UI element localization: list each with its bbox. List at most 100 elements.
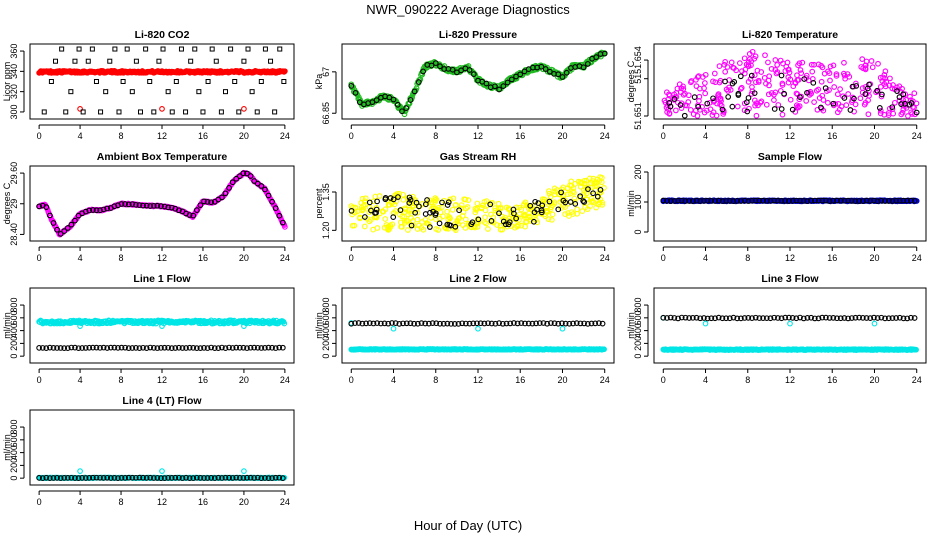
data-point bbox=[496, 86, 502, 93]
data-point bbox=[823, 88, 830, 94]
data-point bbox=[723, 315, 729, 322]
data-point bbox=[158, 344, 164, 351]
data-point bbox=[233, 175, 240, 182]
data-point bbox=[64, 475, 71, 481]
data-point bbox=[751, 90, 758, 97]
data-point bbox=[777, 87, 784, 94]
data-point bbox=[567, 199, 574, 205]
data-point bbox=[911, 198, 918, 204]
data-point bbox=[406, 200, 413, 206]
data-point bbox=[150, 475, 157, 481]
x-tick-label: 16 bbox=[515, 253, 525, 263]
data-point bbox=[818, 104, 824, 111]
series-group bbox=[348, 49, 608, 118]
data-point bbox=[382, 216, 389, 222]
data-point bbox=[251, 178, 258, 184]
data-point bbox=[36, 475, 42, 481]
y-axis-label: kPa bbox=[314, 74, 324, 90]
data-point bbox=[188, 58, 194, 64]
data-point bbox=[358, 206, 365, 213]
data-point bbox=[247, 173, 254, 179]
data-point bbox=[597, 186, 604, 193]
y-tick-label: 400 bbox=[9, 323, 19, 338]
x-tick-label: 20 bbox=[239, 497, 249, 507]
data-point bbox=[575, 178, 582, 185]
data-point bbox=[240, 170, 247, 177]
data-point bbox=[830, 100, 837, 107]
data-point bbox=[422, 211, 429, 217]
data-point bbox=[731, 65, 737, 71]
data-point bbox=[154, 202, 161, 209]
data-point bbox=[462, 216, 469, 223]
y-tick-label: 200 bbox=[633, 164, 643, 179]
data-point bbox=[98, 109, 104, 115]
data-point bbox=[741, 197, 748, 204]
data-point bbox=[445, 199, 452, 206]
data-point bbox=[513, 215, 519, 222]
data-point bbox=[418, 320, 425, 326]
data-point bbox=[172, 345, 179, 351]
data-point bbox=[796, 103, 803, 109]
data-point bbox=[444, 320, 451, 327]
data-point bbox=[752, 102, 758, 109]
data-point bbox=[848, 315, 855, 321]
x-tick-label: 0 bbox=[349, 131, 354, 141]
data-point bbox=[97, 344, 103, 351]
data-point bbox=[379, 208, 386, 215]
data-point bbox=[702, 320, 709, 327]
data-point bbox=[913, 198, 920, 204]
data-point bbox=[722, 59, 729, 65]
data-point bbox=[426, 320, 432, 327]
y-tick-label: 600 bbox=[9, 310, 19, 325]
data-point bbox=[112, 46, 118, 52]
data-point bbox=[54, 345, 60, 351]
data-point bbox=[588, 320, 595, 327]
data-point bbox=[408, 222, 415, 229]
data-point bbox=[54, 475, 60, 481]
plot-frame bbox=[653, 43, 927, 120]
data-point bbox=[176, 344, 182, 351]
x-tick-label: 8 bbox=[119, 497, 124, 507]
data-point bbox=[694, 74, 701, 80]
data-point bbox=[745, 95, 752, 101]
x-tick-label: 20 bbox=[239, 375, 249, 385]
data-point bbox=[428, 215, 434, 221]
data-point bbox=[405, 227, 411, 233]
data-point bbox=[724, 64, 731, 70]
data-point bbox=[874, 315, 881, 321]
data-point bbox=[742, 66, 749, 73]
data-point bbox=[526, 213, 533, 220]
data-point bbox=[797, 197, 803, 204]
data-point bbox=[548, 320, 554, 326]
data-point bbox=[868, 58, 875, 64]
data-point bbox=[478, 205, 485, 212]
data-point bbox=[775, 197, 781, 204]
data-point bbox=[748, 91, 755, 97]
data-point bbox=[588, 180, 594, 187]
data-point bbox=[741, 55, 748, 62]
data-point bbox=[671, 96, 678, 102]
data-point bbox=[867, 198, 874, 204]
data-point bbox=[789, 106, 796, 113]
y-tick-label: 800 bbox=[9, 420, 19, 435]
data-point bbox=[444, 202, 451, 208]
data-point bbox=[841, 59, 847, 66]
data-point bbox=[664, 198, 670, 204]
series-red-0 bbox=[36, 68, 288, 76]
data-point bbox=[896, 94, 903, 100]
data-point bbox=[911, 315, 918, 321]
data-point bbox=[411, 320, 417, 327]
data-point bbox=[240, 344, 247, 351]
data-point bbox=[447, 222, 454, 229]
data-point bbox=[268, 58, 274, 64]
data-point bbox=[771, 314, 778, 321]
data-point bbox=[41, 109, 47, 115]
data-point bbox=[36, 345, 42, 351]
data-point bbox=[241, 106, 247, 112]
panel-li820-pressure: Li-820 Pressure kPa 0 4 8 12 16 20 24 66.85 67 bbox=[314, 29, 615, 141]
data-point bbox=[819, 64, 826, 71]
x-tick-label: 4 bbox=[78, 131, 83, 141]
data-point bbox=[833, 71, 840, 77]
data-point bbox=[193, 345, 200, 351]
x-tick-label: 12 bbox=[785, 375, 795, 385]
